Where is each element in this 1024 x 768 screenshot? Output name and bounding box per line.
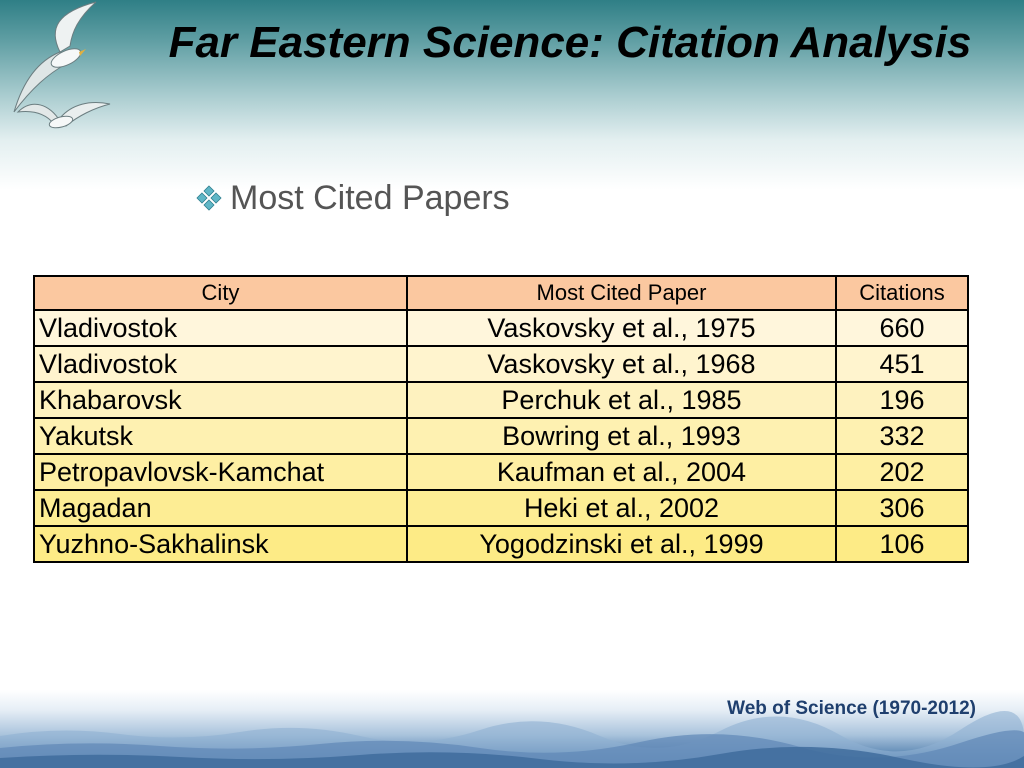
source-note: Web of Science (1970-2012) <box>727 698 976 719</box>
cell-paper: Heki et al., 2002 <box>406 489 837 527</box>
table-header-row: City Most Cited Paper Citations <box>33 275 969 311</box>
cell-citations: 451 <box>835 345 969 383</box>
cell-city: Vladivostok <box>33 309 408 347</box>
slide-title: Far Eastern Science: Citation Analysis <box>168 18 972 67</box>
table-row: Khabarovsk Perchuk et al., 1985 196 <box>33 381 969 419</box>
cell-citations: 332 <box>835 417 969 455</box>
cell-city: Yuzhno-Sakhalinsk <box>33 525 408 563</box>
cell-citations: 306 <box>835 489 969 527</box>
table-row: Yuzhno-Sakhalinsk Yogodzinski et al., 19… <box>33 525 969 563</box>
seagulls-image <box>13 1 111 129</box>
cell-citations: 106 <box>835 525 969 563</box>
table-row: Yakutsk Bowring et al., 1993 332 <box>33 417 969 455</box>
cell-paper: Yogodzinski et al., 1999 <box>406 525 837 563</box>
cell-citations: 202 <box>835 453 969 491</box>
citations-table: City Most Cited Paper Citations Vladivos… <box>33 275 969 563</box>
table-row: Vladivostok Vaskovsky et al., 1968 451 <box>33 345 969 383</box>
sea-waves-image <box>0 710 1024 768</box>
cell-city: Yakutsk <box>33 417 408 455</box>
cell-citations: 196 <box>835 381 969 419</box>
cell-citations: 660 <box>835 309 969 347</box>
table-row: Petropavlovsk-Kamchat Kaufman et al., 20… <box>33 453 969 491</box>
cell-paper: Bowring et al., 1993 <box>406 417 837 455</box>
column-header-citations: Citations <box>835 275 969 311</box>
cell-city: Magadan <box>33 489 408 527</box>
cell-paper: Kaufman et al., 2004 <box>406 453 837 491</box>
four-diamond-bullet-icon <box>196 185 222 211</box>
column-header-paper: Most Cited Paper <box>406 275 837 311</box>
column-header-city: City <box>33 275 408 311</box>
table-row: Magadan Heki et al., 2002 306 <box>33 489 969 527</box>
cell-paper: Vaskovsky et al., 1975 <box>406 309 837 347</box>
table-row: Vladivostok Vaskovsky et al., 1975 660 <box>33 309 969 347</box>
cell-paper: Perchuk et al., 1985 <box>406 381 837 419</box>
bullet-text: Most Cited Papers <box>230 178 510 217</box>
cell-city: Khabarovsk <box>33 381 408 419</box>
cell-city: Vladivostok <box>33 345 408 383</box>
cell-city: Petropavlovsk-Kamchat <box>33 453 408 491</box>
bullet-item: Most Cited Papers <box>196 176 510 220</box>
cell-paper: Vaskovsky et al., 1968 <box>406 345 837 383</box>
